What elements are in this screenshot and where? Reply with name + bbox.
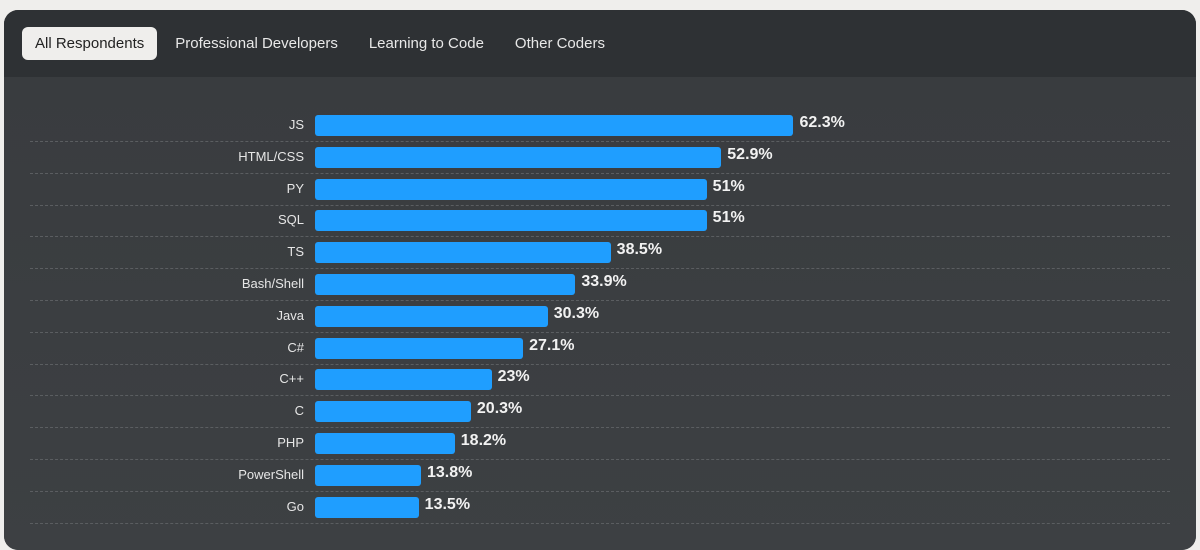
row-divider [30,363,1170,365]
row-divider [30,204,1170,206]
tab-other-coders[interactable]: Other Coders [514,35,605,52]
tab-professional-developers[interactable]: Professional Developers [175,35,338,52]
bar-row: SQL 51% [4,204,1196,238]
tab-learning-to-code[interactable]: Learning to Code [368,35,484,52]
value-label: 62.3% [799,114,845,131]
row-divider [30,141,1170,142]
row-divider [30,459,1170,460]
category-label: HTML/CSS [238,148,304,164]
category-label: JS [288,117,304,132]
bar[interactable] [315,369,492,391]
value-label: 33.9% [581,273,627,290]
bar[interactable] [315,401,471,423]
bar[interactable] [315,305,548,327]
category-label: PHP [277,435,304,450]
value-label: 13.8% [426,463,473,481]
bar-row: PY 51% [4,173,1196,206]
category-label: C [294,403,304,419]
bar-row: PHP 18.2% [4,427,1196,460]
row-divider [30,268,1170,270]
value-label: 13.5% [424,495,471,513]
bar-row: C 20.3% [4,395,1196,429]
value-label: 51% [712,209,745,227]
row-divider [30,300,1170,301]
category-label: C# [287,339,304,355]
bar[interactable] [315,496,419,518]
bar[interactable] [315,115,794,136]
bar-row: Java 30.3% [4,300,1196,333]
bar-chart: JS 62.3% HTML/CSS 52.9% PY 51% SQL 51% TS 38.5% Ba… [4,77,1196,550]
bar-row: TS 38.5% [4,236,1196,270]
bar-row: C# 27.1% [4,332,1196,365]
bar-row: PowerShell 13.8% [4,459,1196,492]
tab-all-respondents[interactable]: All Respondents [22,27,158,60]
row-divider [30,331,1170,333]
bar-row: C++ 23% [4,363,1196,397]
value-label: 18.2% [460,432,507,449]
bar[interactable] [315,464,421,486]
category-label: PowerShell [238,466,304,482]
category-label: PY [286,180,304,196]
row-divider [30,395,1170,397]
bar[interactable] [315,178,707,200]
bar-row: HTML/CSS 52.9% [4,141,1196,174]
category-label: Java [276,307,304,323]
value-label: 52.9% [727,145,773,163]
category-label: Bash/Shell [241,276,304,291]
row-divider [30,427,1170,429]
category-label: SQL [277,212,304,228]
value-label: 30.3% [553,304,600,322]
row-divider [30,172,1170,174]
chart-card: All Respondents Professional Developers … [4,10,1196,550]
bar[interactable] [315,274,576,295]
bar-row: Go 13.5% [4,491,1196,524]
value-label: 27.1% [529,336,575,354]
category-label: C++ [279,371,304,387]
bar[interactable] [315,242,611,264]
bar-row: JS 62.3% [4,109,1196,142]
row-divider [30,236,1170,238]
bar-row: Bash/Shell 33.9% [4,268,1196,301]
category-label: Go [286,498,304,514]
bar[interactable] [315,146,722,168]
bar[interactable] [315,210,707,232]
value-label: 20.3% [476,400,523,418]
bar[interactable] [315,433,455,454]
value-label: 38.5% [616,241,663,259]
value-label: 23% [497,368,530,386]
value-label: 51% [712,177,745,195]
row-divider [30,490,1170,492]
respondent-tabs: All Respondents Professional Developers … [4,10,1196,77]
bar[interactable] [315,337,524,359]
category-label: TS [287,244,304,260]
